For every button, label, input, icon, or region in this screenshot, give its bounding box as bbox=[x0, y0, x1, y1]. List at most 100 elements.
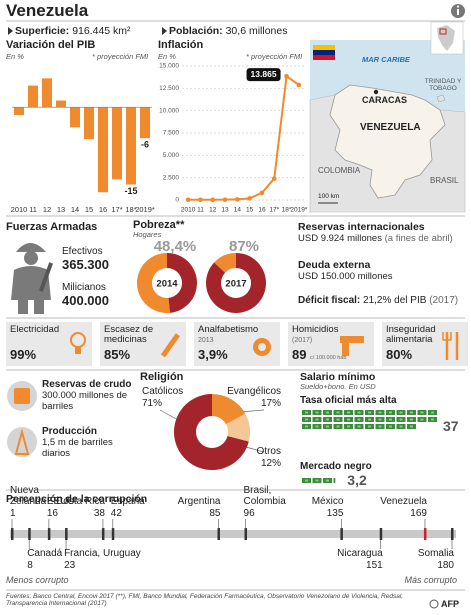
bill-detail bbox=[389, 418, 392, 421]
rank-marker bbox=[379, 528, 383, 540]
bill-detail bbox=[347, 418, 350, 421]
stat-text: 300.000 millones de barriles bbox=[42, 390, 128, 412]
population: Población: 30,6 millones bbox=[169, 25, 287, 37]
rank-marker bbox=[47, 528, 51, 540]
bill-detail bbox=[410, 425, 413, 428]
bill-detail bbox=[315, 411, 319, 414]
bill-detail bbox=[315, 418, 319, 421]
soldier-icon bbox=[11, 243, 54, 314]
x-tick-label: 11 bbox=[197, 207, 204, 214]
rank-label: Brasil, Colombia 96 bbox=[244, 485, 294, 520]
bill-detail bbox=[410, 418, 413, 421]
bill-detail bbox=[389, 411, 392, 414]
rank-label: México 135 bbox=[312, 496, 344, 519]
axis-high-label: Más corrupto bbox=[404, 575, 457, 585]
x-tick-label: 16 bbox=[99, 205, 107, 214]
point bbox=[222, 197, 228, 202]
stat-value: USD 150.000 millones bbox=[298, 271, 393, 282]
rank-marker bbox=[11, 528, 14, 540]
bill-detail bbox=[305, 411, 308, 414]
bill-detail bbox=[368, 418, 371, 421]
bill-detail bbox=[410, 411, 413, 414]
bill-detail bbox=[336, 425, 340, 428]
map-label: BRASIL bbox=[430, 176, 459, 185]
stat: Déficit fiscal: 21,2% del PIB (2017) bbox=[298, 295, 458, 307]
rank-value: 169 bbox=[410, 507, 427, 519]
x-tick-label: 13 bbox=[221, 207, 229, 214]
indicator-value: 89 bbox=[292, 347, 307, 362]
point bbox=[210, 197, 216, 203]
line bbox=[188, 74, 300, 201]
rank-value: 16 bbox=[46, 507, 58, 519]
slice-label: Evangélicos bbox=[227, 386, 281, 397]
bill-detail bbox=[326, 479, 329, 482]
map-scale: 100 km bbox=[318, 193, 340, 200]
donut-rest bbox=[214, 253, 236, 273]
bill-detail bbox=[378, 425, 382, 428]
stat-note: (2017) bbox=[429, 295, 459, 306]
y-tick-label: 7.500 bbox=[163, 130, 180, 137]
rank-value: 1 bbox=[10, 507, 16, 519]
map-label: VENEZUELA bbox=[360, 122, 421, 133]
x-tick-label: 2019* bbox=[135, 205, 155, 214]
bill-detail bbox=[315, 479, 319, 482]
rank-name: México bbox=[311, 496, 344, 507]
rank-value: 38 bbox=[93, 507, 105, 519]
rank-marker bbox=[423, 528, 427, 540]
oil-icons bbox=[7, 381, 37, 457]
data-label: 13.865 bbox=[251, 69, 277, 79]
stat-label: Efectivos bbox=[62, 246, 103, 257]
indicator-label: Escasez de medicinas bbox=[104, 324, 154, 346]
pictogram-bills bbox=[302, 478, 336, 483]
point bbox=[185, 197, 191, 203]
data-label: -15 bbox=[124, 186, 137, 196]
slice-value: 71% bbox=[142, 398, 163, 409]
y-tick-label: 15.000 bbox=[159, 63, 179, 70]
y-tick-label: 12.500 bbox=[159, 85, 179, 92]
map-label: CARACAS bbox=[362, 95, 407, 105]
area-value: 916.445 km² bbox=[72, 25, 131, 37]
bar bbox=[126, 107, 136, 185]
rank-label: Argentina 85 bbox=[178, 496, 221, 519]
pie-slice bbox=[173, 394, 249, 470]
stat-value: 365.300 bbox=[62, 257, 109, 272]
donut-value-label: 48,4% bbox=[154, 238, 197, 255]
population-value: 30,6 millones bbox=[225, 25, 288, 37]
rank-name: Costa Rica bbox=[56, 496, 105, 507]
unit: En % bbox=[6, 52, 24, 61]
point bbox=[235, 197, 240, 202]
donut-center-label: 2014 bbox=[156, 279, 178, 290]
rank-name: Venezuela bbox=[380, 496, 427, 507]
bill-detail bbox=[431, 411, 434, 414]
bill-detail bbox=[305, 425, 308, 428]
pie-slice bbox=[226, 413, 250, 442]
indicator-label: Homicidios bbox=[292, 324, 339, 335]
indicator-note: 2013 bbox=[198, 337, 214, 344]
rank-name: Argentina bbox=[177, 496, 221, 507]
rank-name: Nicaragua bbox=[337, 548, 383, 559]
area: Superficie: 916.445 km² bbox=[15, 25, 131, 37]
stat-title: Producción bbox=[42, 426, 98, 437]
rank-name: EEUU bbox=[46, 496, 75, 507]
bill-detail bbox=[378, 418, 382, 421]
bill-detail bbox=[326, 411, 329, 414]
rank-value: 8 bbox=[27, 559, 33, 571]
rank-label: Venezuela 169 bbox=[380, 496, 427, 519]
donut-segment bbox=[167, 253, 198, 313]
rank-name: Somalia bbox=[417, 548, 454, 559]
bill-detail bbox=[368, 425, 371, 428]
bill-detail bbox=[347, 425, 350, 428]
rank-value: 85 bbox=[209, 507, 221, 519]
indicator-icons bbox=[70, 332, 459, 360]
chart-title: Inflación bbox=[158, 39, 204, 51]
x-tick-label: 2010 bbox=[181, 207, 196, 214]
chart-title: Salario mínimo bbox=[300, 371, 376, 383]
bill-detail bbox=[378, 411, 382, 414]
point bbox=[284, 73, 289, 79]
rank-label: EEUU 16 bbox=[47, 496, 75, 519]
bill-detail bbox=[357, 425, 361, 428]
indicator-note: (2017) bbox=[292, 337, 313, 344]
bill-detail bbox=[357, 411, 361, 414]
slice-label: Católicos bbox=[142, 386, 184, 397]
